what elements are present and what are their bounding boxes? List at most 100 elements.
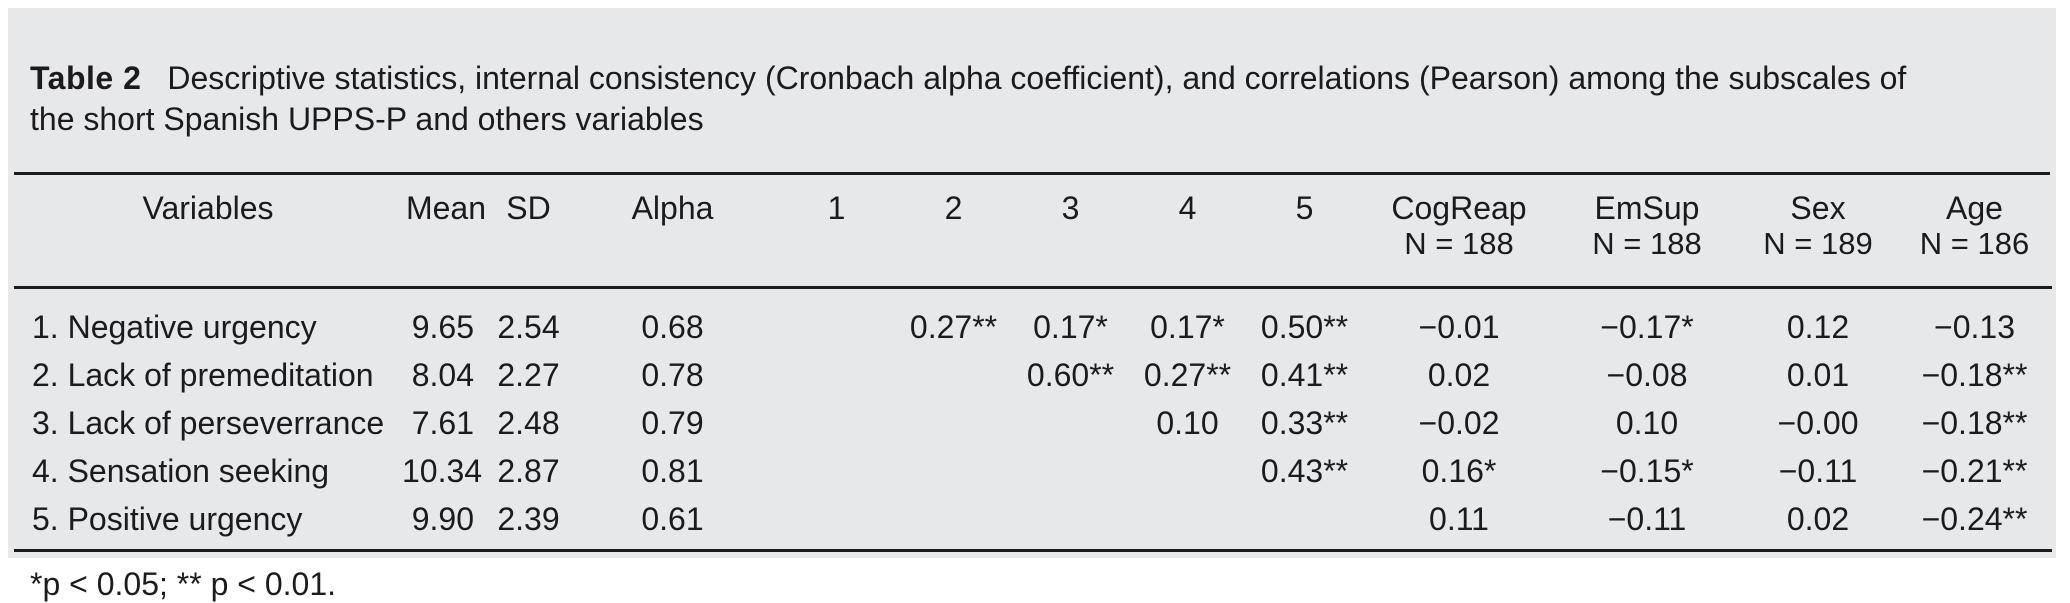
column-label-c5: 5 xyxy=(1295,190,1314,226)
cell-c4: 0.10 xyxy=(1156,404,1219,441)
column-label-alpha: Alpha xyxy=(631,190,714,226)
cell-c4: 0.27** xyxy=(1143,356,1232,393)
cell-c1 xyxy=(778,399,895,447)
cell-sd: 2.87 xyxy=(497,452,560,489)
cell-sd: 2.27 xyxy=(497,356,560,393)
cell-emsup: −0.08 xyxy=(1606,356,1688,393)
column-label-age: Age xyxy=(1946,190,2003,226)
cell-sd: 2.39 xyxy=(490,495,567,552)
table-row: 4. Sensation seeking 10.34 2.87 0.81 0.43** 0… xyxy=(14,447,2052,495)
cell-c4 xyxy=(1129,447,1246,495)
column-label-mean: Mean xyxy=(405,190,487,226)
cell-age: −0.18** xyxy=(1921,356,2028,393)
table-row: 3. Lack of perseverrance 7.61 2.48 0.79 0.10… xyxy=(14,399,2052,447)
cell-sex: 0.12 xyxy=(1786,308,1850,345)
cell-sd: 2.48 xyxy=(497,404,560,441)
column-header-age: Age N = 186 xyxy=(1897,175,2052,289)
cell-variables: 2. Lack of premeditation xyxy=(32,356,374,393)
column-label-c2: 2 xyxy=(944,190,963,226)
table-caption-text: Descriptive statistics, internal consist… xyxy=(30,60,1907,137)
cell-cogreap: 0.16* xyxy=(1421,452,1497,489)
cell-sex: −0.11 xyxy=(1778,452,1858,489)
cell-c2 xyxy=(895,495,1012,552)
header-row: Variables Mean SD Alpha 1 2 3 4 5 CogReap N = 188 E… xyxy=(14,175,2052,289)
cell-alpha: 0.79 xyxy=(641,404,704,441)
column-label-sd: SD xyxy=(506,190,551,226)
cell-c1 xyxy=(778,288,895,352)
cell-c5: 0.41** xyxy=(1260,356,1349,393)
table-panel: Table 2 Descriptive statistics, internal … xyxy=(8,8,2056,602)
table-body: 1. Negative urgency 9.65 2.54 0.68 0.27** 0.1… xyxy=(14,288,2052,552)
cell-c3: 0.17* xyxy=(1033,308,1108,345)
cell-mean: 8.04 xyxy=(411,356,474,393)
cell-variables: 5. Positive urgency xyxy=(14,495,402,552)
cell-age: −0.21** xyxy=(1921,452,2028,489)
column-label-sex: Sex xyxy=(1790,190,1846,226)
cell-emsup: −0.11 xyxy=(1555,495,1739,552)
cell-alpha: 0.81 xyxy=(641,452,704,489)
cell-age: −0.18** xyxy=(1921,404,2028,441)
column-label-emsup: EmSup xyxy=(1594,190,1700,226)
cell-c1 xyxy=(778,351,895,399)
column-label-c3: 3 xyxy=(1061,190,1080,226)
cell-cogreap: −0.01 xyxy=(1418,308,1500,345)
column-header-emsup: EmSup N = 188 xyxy=(1555,175,1739,289)
cell-c5 xyxy=(1246,495,1363,552)
cell-c2 xyxy=(895,447,1012,495)
cell-c5: 0.50** xyxy=(1260,308,1349,345)
cell-c4 xyxy=(1129,495,1246,552)
cell-c5: 0.33** xyxy=(1260,404,1349,441)
column-subheader-cogreap: N = 188 xyxy=(1404,226,1514,261)
cell-c2 xyxy=(895,351,1012,399)
table-header: Variables Mean SD Alpha 1 2 3 4 5 CogReap N = 188 E… xyxy=(14,175,2052,289)
cell-c3 xyxy=(1012,495,1129,552)
table-title: Table 2 Descriptive statistics, internal … xyxy=(8,40,1993,140)
column-header-c4: 4 xyxy=(1129,175,1246,289)
cell-alpha: 0.68 xyxy=(641,308,704,345)
column-subheader-emsup: N = 188 xyxy=(1592,226,1702,261)
cell-mean: 9.90 xyxy=(402,495,490,552)
divider-top xyxy=(14,172,2050,175)
cell-sd: 2.54 xyxy=(497,308,560,345)
cell-variables: 3. Lack of perseverrance xyxy=(32,404,385,441)
column-header-c5: 5 xyxy=(1246,175,1363,289)
cell-c1 xyxy=(778,495,895,552)
cell-cogreap: 0.11 xyxy=(1363,495,1555,552)
cell-variables: 4. Sensation seeking xyxy=(32,452,330,489)
table-number-label: Table 2 xyxy=(30,60,142,96)
cell-c3 xyxy=(1012,447,1129,495)
cell-c2 xyxy=(895,399,1012,447)
cell-mean: 10.34 xyxy=(402,452,483,489)
column-label-cogreap: CogReap xyxy=(1391,190,1527,226)
column-header-c1: 1 xyxy=(778,175,895,289)
column-header-sd: SD xyxy=(490,175,567,289)
cell-mean: 9.65 xyxy=(411,308,474,345)
column-label-c4: 4 xyxy=(1178,190,1197,226)
cell-emsup: −0.15* xyxy=(1600,452,1694,489)
cell-c4: 0.17* xyxy=(1150,308,1225,345)
cell-mean: 7.61 xyxy=(411,404,474,441)
cell-sex: −0.00 xyxy=(1777,404,1859,441)
cell-emsup: −0.17* xyxy=(1600,308,1694,345)
cell-c1 xyxy=(778,447,895,495)
cell-c3: 0.60** xyxy=(1026,356,1115,393)
statistics-table: Variables Mean SD Alpha 1 2 3 4 5 CogReap N = 188 E… xyxy=(14,175,2052,552)
column-header-c3: 3 xyxy=(1012,175,1129,289)
table-row: 2. Lack of premeditation 8.04 2.27 0.78 0.60… xyxy=(14,351,2052,399)
cell-cogreap: −0.02 xyxy=(1418,404,1500,441)
column-label-c1: 1 xyxy=(827,190,846,226)
column-subheader-sex: N = 189 xyxy=(1763,226,1873,261)
column-header-sex: Sex N = 189 xyxy=(1739,175,1897,289)
cell-cogreap: 0.02 xyxy=(1427,356,1491,393)
column-subheader-age: N = 186 xyxy=(1919,226,2030,261)
cell-variables: 1. Negative urgency xyxy=(32,308,317,345)
cell-c3 xyxy=(1012,399,1129,447)
cell-age: −0.24** xyxy=(1897,495,2052,552)
cell-c5: 0.43** xyxy=(1260,452,1349,489)
column-label-variables: Variables xyxy=(142,190,274,226)
cell-sex: 0.02 xyxy=(1739,495,1897,552)
column-header-mean: Mean xyxy=(402,175,490,289)
cell-alpha: 0.78 xyxy=(641,356,704,393)
cell-age: −0.13 xyxy=(1934,308,2015,345)
column-header-cogreap: CogReap N = 188 xyxy=(1363,175,1555,289)
